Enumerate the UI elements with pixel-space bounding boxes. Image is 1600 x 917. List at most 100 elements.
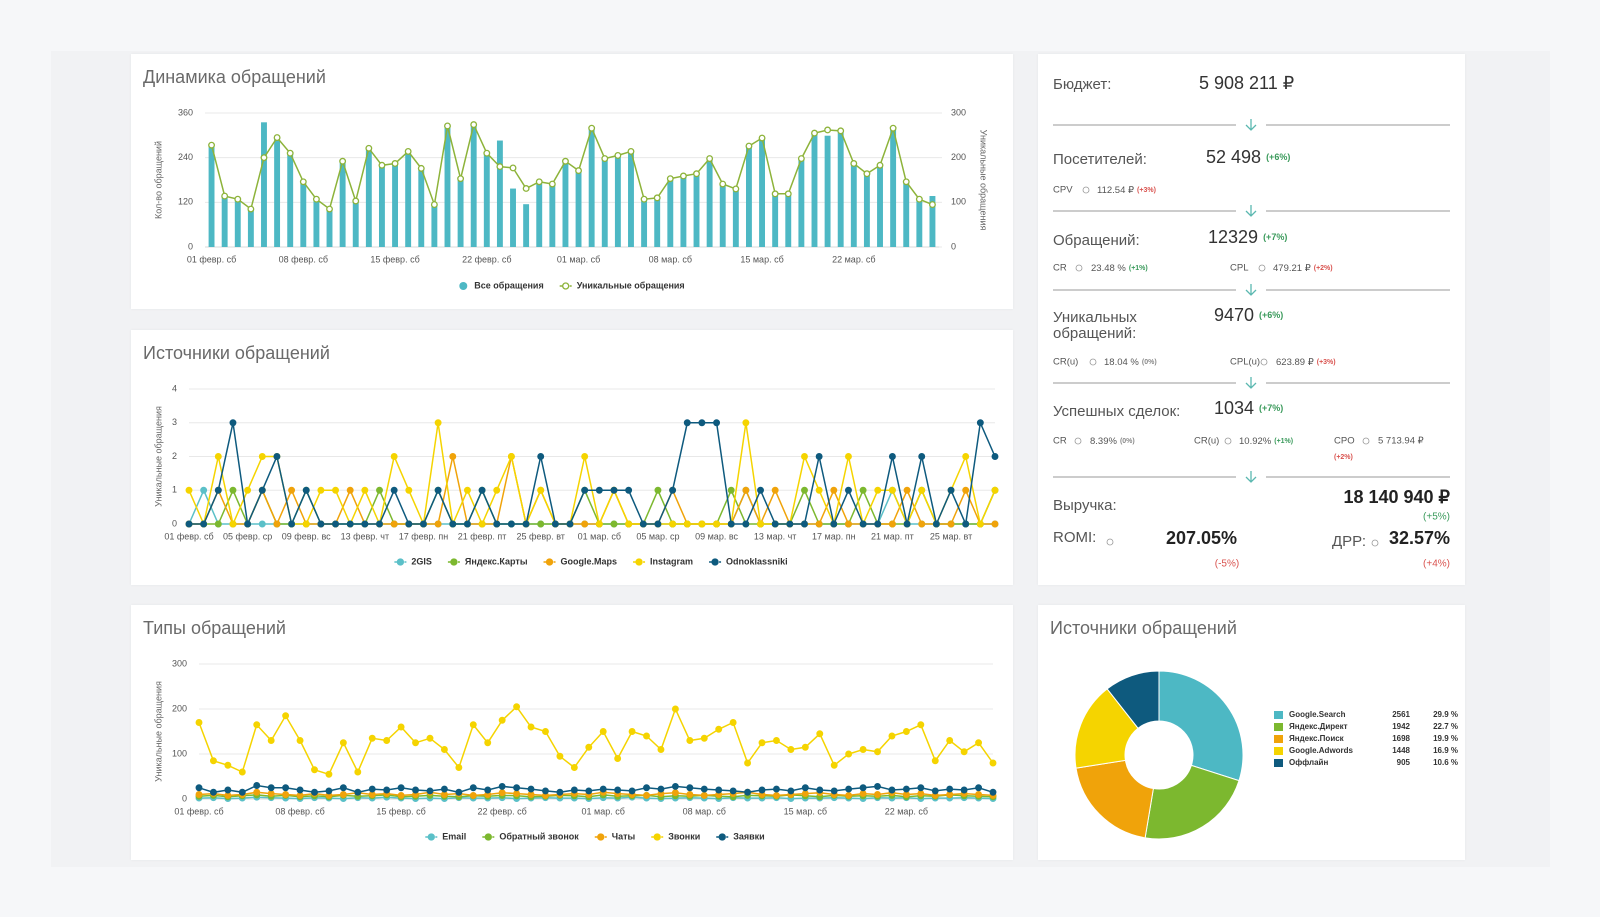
legend-label: Instagram bbox=[650, 556, 693, 566]
point bbox=[787, 787, 795, 795]
metric-value: 23.48 % bbox=[1091, 263, 1126, 274]
kpi-change: (+6%) bbox=[1259, 310, 1283, 320]
point bbox=[975, 791, 983, 798]
point bbox=[420, 520, 427, 528]
point bbox=[339, 784, 347, 792]
point bbox=[625, 486, 633, 494]
point bbox=[744, 759, 752, 767]
point bbox=[383, 737, 391, 744]
point bbox=[991, 453, 999, 460]
divider bbox=[1053, 284, 1450, 296]
point bbox=[483, 149, 491, 157]
x-tick-label: 05 мар. ср bbox=[636, 531, 679, 541]
legend-label: Odnoklassniki bbox=[726, 556, 788, 566]
point bbox=[513, 790, 521, 798]
point bbox=[507, 453, 515, 460]
arrow bbox=[1245, 471, 1257, 483]
info-icon bbox=[1260, 358, 1268, 366]
point bbox=[671, 789, 679, 797]
pie-slice bbox=[1075, 759, 1154, 839]
point bbox=[816, 730, 824, 738]
point bbox=[845, 750, 853, 758]
y2-tick-label: 0 bbox=[951, 241, 956, 251]
kpi-value: 5 908 211 ₽ bbox=[1199, 73, 1294, 93]
point bbox=[195, 719, 203, 726]
point bbox=[209, 788, 217, 796]
point bbox=[339, 157, 347, 165]
arrow bbox=[1245, 119, 1257, 131]
point bbox=[917, 790, 925, 798]
point bbox=[326, 205, 333, 213]
point bbox=[742, 486, 750, 494]
point bbox=[365, 144, 373, 152]
x-tick-label: 09 мар. вс bbox=[695, 531, 738, 541]
divider bbox=[1053, 119, 1450, 131]
y-tick-label: 1 bbox=[172, 485, 177, 495]
point bbox=[758, 134, 766, 142]
metric-change: (+2%) bbox=[1314, 265, 1333, 272]
point bbox=[561, 157, 569, 165]
point bbox=[469, 791, 477, 799]
point bbox=[253, 721, 261, 729]
point bbox=[548, 180, 556, 188]
point bbox=[601, 155, 609, 163]
point bbox=[570, 764, 578, 771]
point bbox=[282, 791, 290, 798]
kpi-value: 9470 bbox=[1214, 305, 1254, 325]
bar bbox=[929, 196, 936, 247]
point bbox=[902, 785, 910, 793]
pie-slice bbox=[1144, 764, 1240, 840]
x-tick-label: 25 февр. вт bbox=[516, 531, 564, 541]
bar bbox=[274, 137, 281, 247]
point bbox=[960, 786, 968, 794]
point bbox=[845, 785, 853, 793]
point bbox=[267, 737, 275, 744]
x-tick-label: 22 февр. сб bbox=[462, 254, 511, 264]
x-tick-label: 08 февр. сб bbox=[279, 254, 328, 264]
point bbox=[581, 520, 589, 528]
point bbox=[311, 766, 318, 774]
point bbox=[742, 419, 750, 427]
point bbox=[683, 520, 691, 528]
point bbox=[484, 786, 492, 794]
point bbox=[614, 786, 622, 794]
point bbox=[693, 170, 700, 178]
bar bbox=[510, 188, 516, 247]
point bbox=[830, 761, 838, 769]
point bbox=[361, 486, 369, 494]
x-tick-label: 17 мар. пн bbox=[812, 531, 856, 541]
kpi-value: 1034 bbox=[1214, 398, 1254, 418]
x-tick-label: 25 мар. вт bbox=[930, 531, 972, 541]
legend-label: 2GIS bbox=[411, 556, 432, 566]
point bbox=[888, 486, 896, 494]
point bbox=[434, 520, 442, 528]
info-icon bbox=[1082, 186, 1090, 194]
info-icon bbox=[1089, 358, 1097, 366]
y-tick-label: 360 bbox=[178, 107, 193, 117]
legend-share: 10.6 % bbox=[1433, 758, 1458, 767]
metric-row: 23.48 % (+1%) bbox=[1091, 263, 1148, 274]
bar bbox=[588, 127, 595, 247]
legend-label: Обратный звонок bbox=[499, 831, 579, 841]
point bbox=[653, 194, 661, 202]
bar bbox=[300, 181, 307, 247]
point bbox=[773, 737, 780, 744]
metric-label: CR(u) bbox=[1053, 357, 1078, 368]
point bbox=[729, 719, 737, 726]
bar bbox=[863, 173, 870, 247]
arrow bbox=[1245, 205, 1257, 217]
point bbox=[449, 520, 457, 528]
x-tick-label: 22 февр. сб bbox=[477, 806, 526, 816]
y2-tick-label: 100 bbox=[951, 197, 966, 207]
point bbox=[229, 419, 237, 427]
x-tick-label: 15 мар. сб bbox=[740, 254, 783, 264]
x-tick-label: 21 мар. пт bbox=[871, 531, 914, 541]
kpi-label: Успешных сделок: bbox=[1053, 403, 1180, 420]
point bbox=[917, 721, 925, 729]
bar bbox=[680, 175, 687, 247]
point bbox=[975, 784, 983, 792]
point bbox=[542, 787, 549, 795]
point bbox=[244, 486, 252, 494]
bar bbox=[667, 178, 674, 247]
